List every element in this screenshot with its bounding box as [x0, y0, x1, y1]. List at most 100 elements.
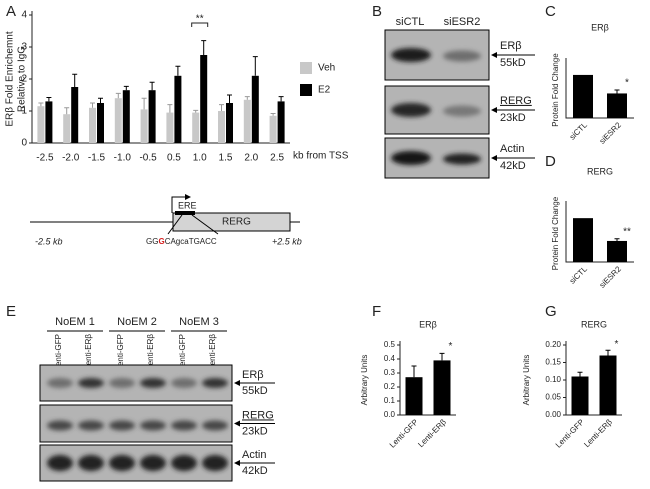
lane-label: Lenti-ERβ [146, 334, 155, 370]
blot-band [202, 378, 228, 388]
error-bar [90, 102, 95, 108]
sequence-part: G [158, 237, 164, 246]
blot-band [78, 378, 104, 388]
bar [71, 87, 79, 143]
blot-band [202, 455, 228, 471]
sequence: GGGCAgcaTGACC [146, 237, 217, 246]
x-tick-label: -1.5 [88, 153, 106, 164]
bar [174, 75, 182, 143]
error-bar [115, 92, 121, 99]
y-tick-label: 0 [21, 138, 27, 149]
y-tick-label: 0.10 [545, 375, 561, 384]
blot-band [443, 153, 481, 165]
error-bar [227, 94, 232, 103]
bar [192, 112, 200, 143]
bar [571, 376, 589, 415]
error-bar [614, 89, 620, 94]
y-tick-label: 0.0 [384, 410, 396, 419]
error-bar [46, 97, 52, 102]
bar [433, 360, 451, 415]
blot-band [171, 455, 197, 471]
lane-label: Lenti-GFP [116, 334, 125, 370]
panel-letter: A [6, 3, 16, 20]
element-label: ERE [178, 200, 197, 210]
error-bar [605, 349, 611, 356]
x-tick-label: 2.5 [270, 153, 284, 164]
chart-title: RERG [587, 166, 613, 176]
x-tick-label: -2.5 [36, 153, 54, 164]
panel-letter: D [545, 153, 556, 170]
lane-label: Lenti-ERβ [84, 334, 93, 370]
bar [405, 377, 423, 415]
protein-label: ERβ [500, 40, 522, 52]
bar [97, 103, 104, 143]
bar [607, 93, 627, 118]
bar [226, 103, 233, 143]
legend-label: Veh [318, 63, 335, 74]
y-tick-label: 0.4 [384, 354, 396, 363]
blot-band [140, 455, 166, 471]
x-tick-label: siCTL [568, 120, 590, 142]
ere-pointer [167, 214, 183, 235]
lane-label: siCTL [396, 16, 425, 28]
blot-band [391, 103, 431, 117]
y-tick-label: 0.05 [545, 393, 561, 402]
error-bar [64, 107, 70, 115]
error-bar [141, 97, 147, 110]
error-bar [439, 352, 445, 361]
blot-band [202, 420, 228, 431]
blot-band [171, 378, 197, 388]
error-bar [270, 113, 276, 116]
group-label: NoEM 1 [55, 316, 95, 328]
bar [37, 106, 45, 143]
blot-panel [39, 404, 233, 443]
chart-title: ERβ [591, 22, 609, 32]
blot-band [443, 105, 481, 117]
y-axis-label: Protein Fold Change [551, 53, 560, 127]
bar [573, 74, 593, 118]
panel-letter: E [6, 303, 16, 320]
bar [148, 90, 156, 143]
error-bar [167, 104, 173, 113]
annotation: * [625, 78, 629, 89]
y-tick-label: 3 [21, 42, 27, 53]
y-tick-label: 4 [21, 10, 27, 21]
protein-label: RERG [242, 409, 274, 421]
blot-band [443, 50, 481, 62]
panel-letter: G [545, 303, 557, 320]
bar [45, 101, 53, 143]
error-bar [614, 238, 620, 241]
end-label: +2.5 kb [272, 236, 302, 246]
size-label: 55kD [500, 57, 526, 69]
bar [269, 115, 277, 143]
ere-pointer [191, 214, 219, 235]
y-tick-label: 0.1 [384, 396, 396, 405]
sequence-part: CAgcaTGACC [165, 237, 217, 246]
y-axis-label: Protein Fold Change [551, 196, 560, 270]
lane-label: Lenti-GFP [54, 334, 63, 370]
y-axis-label: Arbitrary Units [360, 355, 369, 406]
y-tick-label: 1 [21, 106, 27, 117]
y-tick-label: 0.3 [384, 368, 396, 377]
error-bar [149, 81, 155, 91]
bar [277, 101, 285, 143]
blot-band [171, 420, 197, 431]
x-tick-label: siCTL [568, 264, 590, 286]
tss-arrow [171, 194, 191, 213]
x-tick-label: Lenti-ERβ [582, 417, 614, 449]
panel-letter: B [372, 3, 382, 20]
legend-label: E2 [318, 85, 331, 96]
x-tick-label: -1.0 [114, 153, 132, 164]
bar [599, 355, 617, 415]
x-tick-label: 1.0 [193, 153, 207, 164]
blot-band [391, 48, 431, 62]
blot-band [140, 378, 166, 388]
bar [89, 107, 96, 143]
panel-letter: C [545, 3, 556, 20]
y-axis-label: Arbitrary Units [522, 355, 531, 406]
x-tick-label: Lenti-GFP [554, 418, 586, 450]
error-bar [252, 56, 258, 76]
bar [251, 75, 259, 143]
gene-label: RERG [222, 217, 251, 228]
